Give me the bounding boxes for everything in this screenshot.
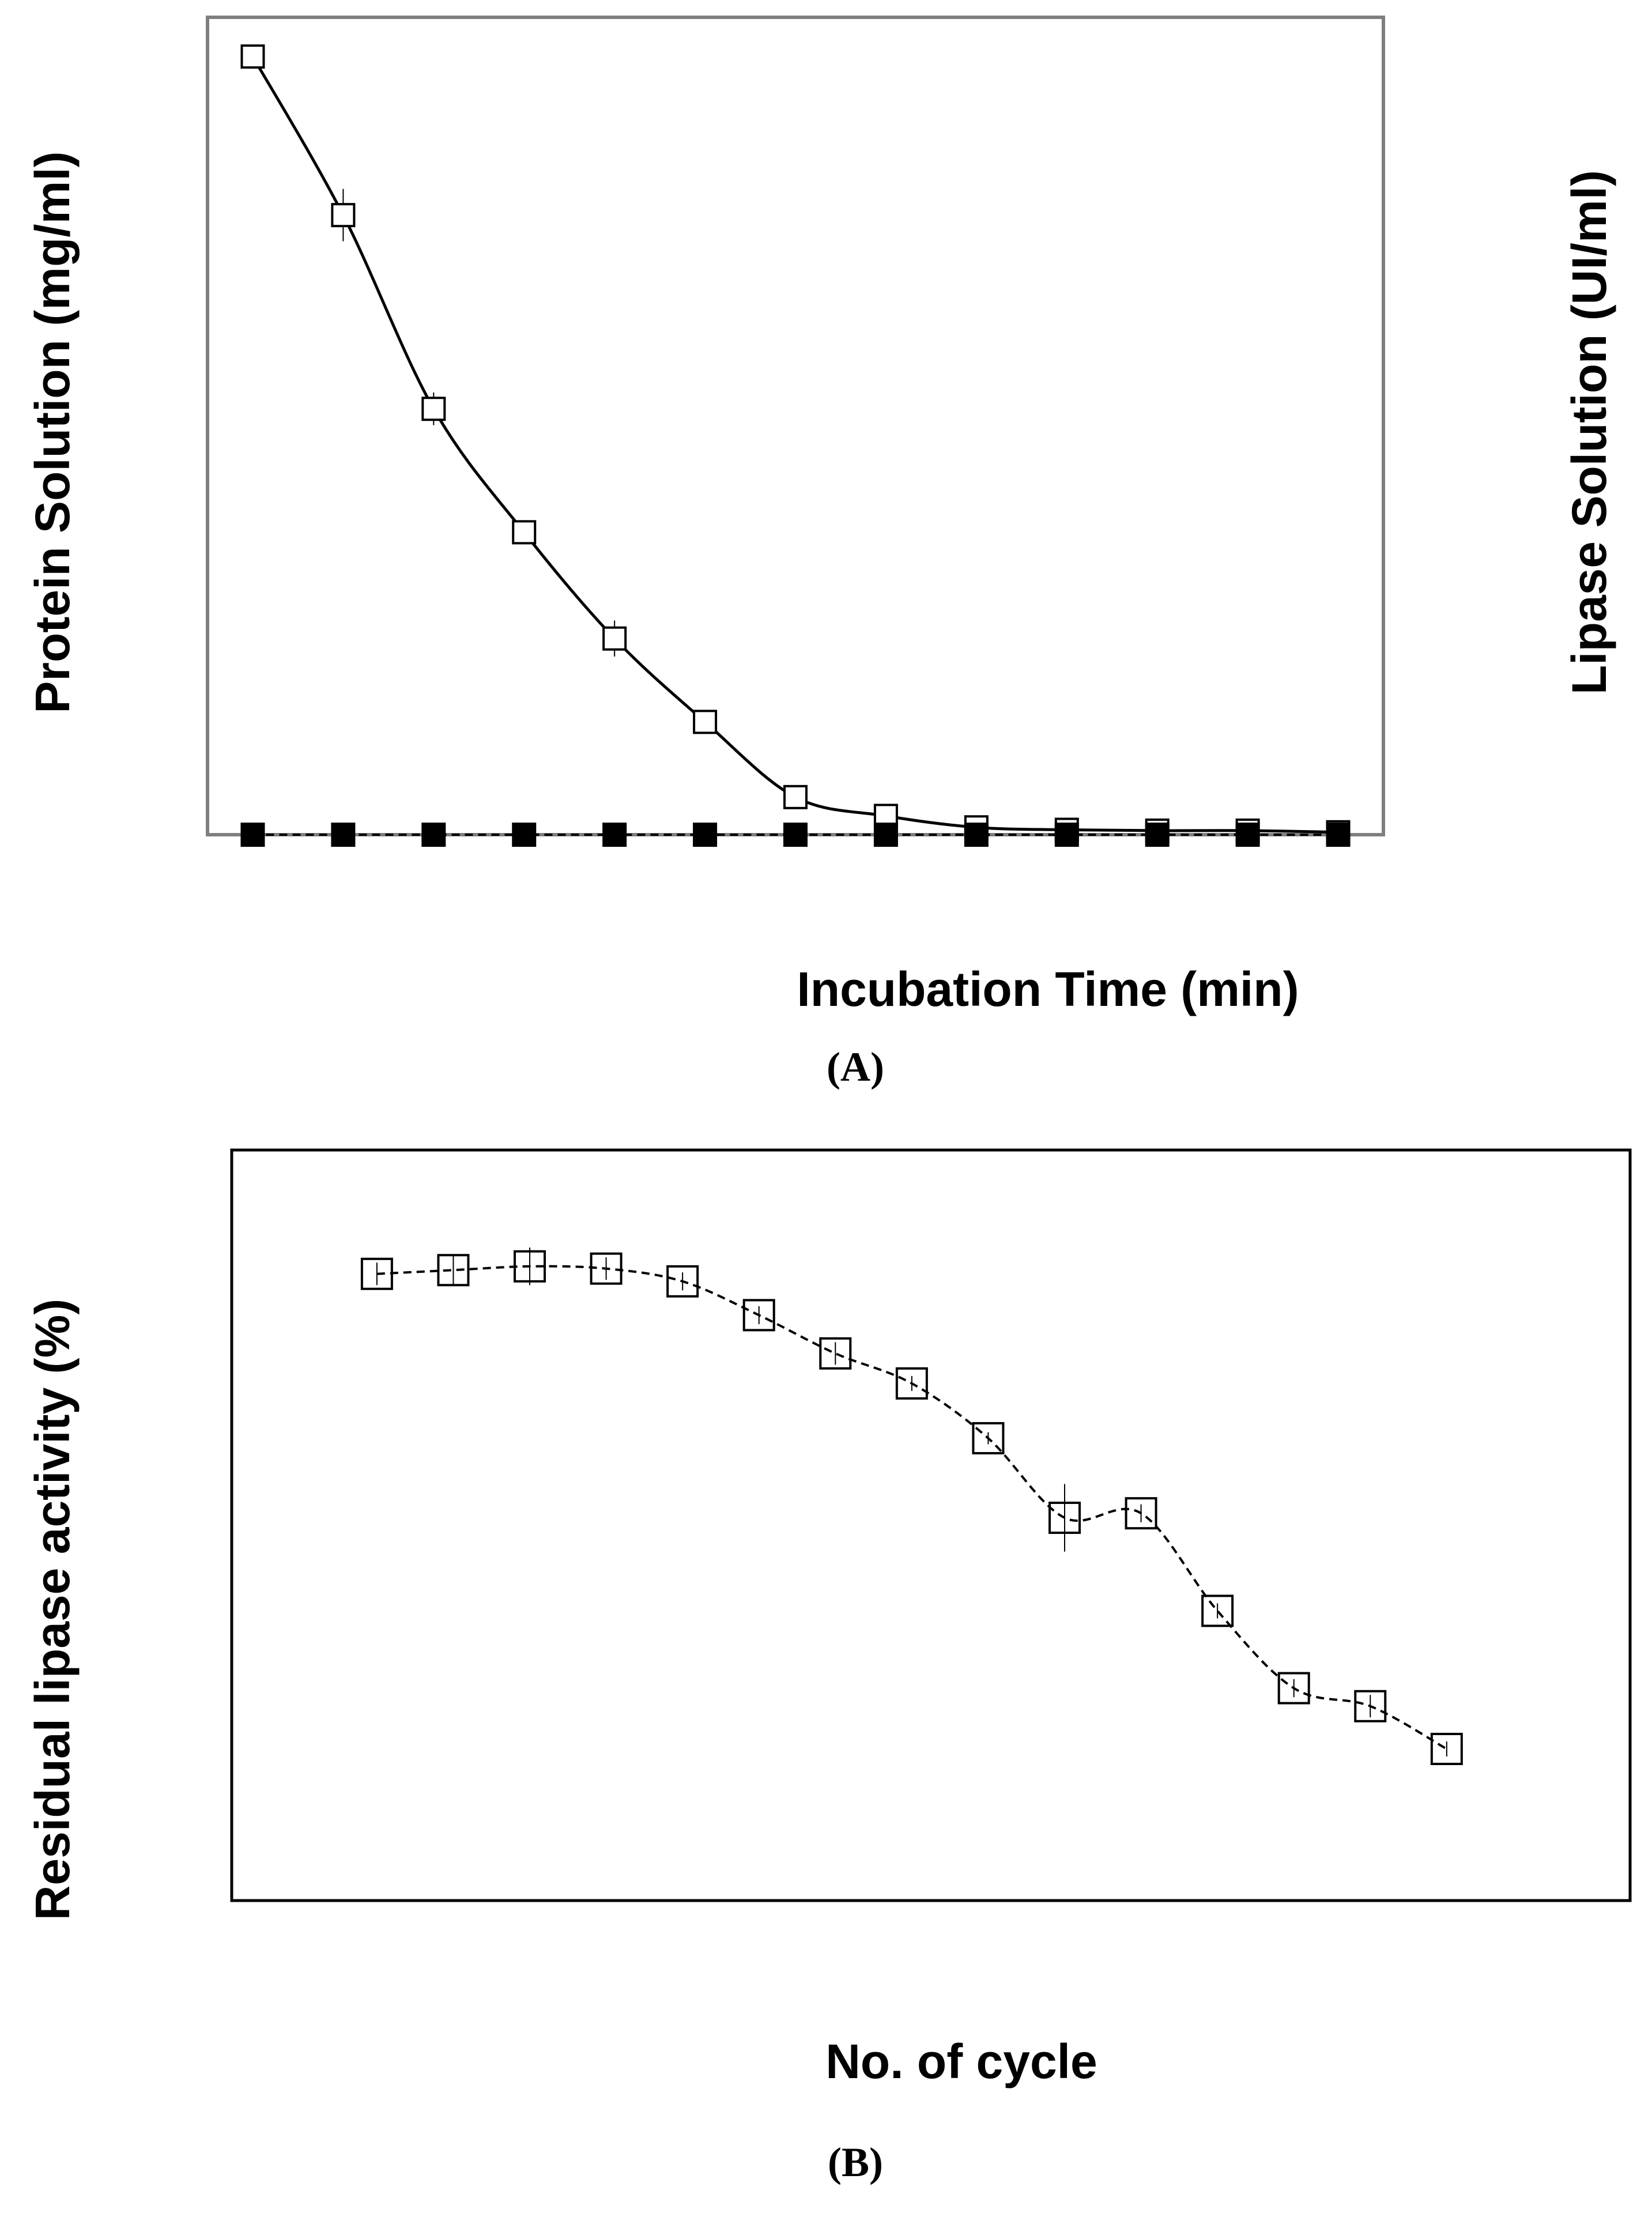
panel-b-plot-area <box>230 1148 1632 1902</box>
data-point-1-3 <box>514 1250 546 1283</box>
data-point-2-11 <box>1145 823 1170 847</box>
data-point-2-2 <box>331 823 356 847</box>
data-point-2-7 <box>783 823 808 847</box>
data-point-1-2 <box>437 1254 470 1287</box>
data-point-2-13 <box>1326 823 1351 847</box>
data-point-2-6 <box>693 823 718 847</box>
data-point-1-4 <box>512 520 537 545</box>
panel-a-y2-axis-label: Lipase Solution (UI/ml) <box>1562 170 1616 695</box>
data-point-1-15 <box>1430 1732 1463 1765</box>
data-point-1-6 <box>693 710 718 734</box>
data-point-2-8 <box>873 823 898 847</box>
data-point-1-8 <box>895 1367 928 1400</box>
data-point-2-9 <box>964 823 989 847</box>
panel-a-x-axis-label: Incubation Time (min) <box>797 962 1299 1016</box>
data-point-2-10 <box>1054 823 1079 847</box>
panel-a-chart: Protein Solution (mg/ml) Lipase Solution… <box>25 16 1616 1090</box>
data-point-1-13 <box>1277 1672 1310 1705</box>
data-point-1-2 <box>331 203 356 228</box>
data-point-1-7 <box>783 785 808 809</box>
data-point-1-4 <box>590 1252 623 1285</box>
data-point-1-5 <box>666 1265 699 1298</box>
panel-b-label: (B) <box>828 2139 883 2185</box>
data-point-1-3 <box>421 397 446 421</box>
series-line-1 <box>376 1265 1447 1750</box>
data-point-2-3 <box>421 823 446 847</box>
data-point-1-1 <box>240 44 265 69</box>
data-point-1-6 <box>742 1299 775 1332</box>
data-point-2-1 <box>240 823 265 847</box>
series-line-1 <box>251 55 1338 834</box>
data-point-1-14 <box>1354 1690 1387 1722</box>
panel-a-label: (A) <box>827 1044 884 1090</box>
panel-b-x-axis-label: No. of cycle <box>825 2034 1097 2088</box>
data-point-2-12 <box>1235 823 1260 847</box>
data-point-1-10 <box>1048 1501 1081 1534</box>
data-point-1-1 <box>360 1257 393 1290</box>
panel-a-y-axis-label: Protein Solution (mg/ml) <box>25 151 80 713</box>
data-point-1-9 <box>972 1422 1005 1454</box>
data-point-2-5 <box>602 823 627 847</box>
panel-b-chart: Residual lipase activity (%) No. of cycl… <box>25 1148 1632 2185</box>
panel-b-y-axis-label: Residual lipase activity (%) <box>25 1299 80 1920</box>
data-point-1-11 <box>1125 1497 1157 1530</box>
data-point-2-4 <box>512 823 537 847</box>
data-point-1-7 <box>819 1337 852 1370</box>
data-point-1-5 <box>602 626 627 651</box>
data-point-1-12 <box>1201 1594 1234 1627</box>
panel-a-plot-area <box>206 16 1385 836</box>
